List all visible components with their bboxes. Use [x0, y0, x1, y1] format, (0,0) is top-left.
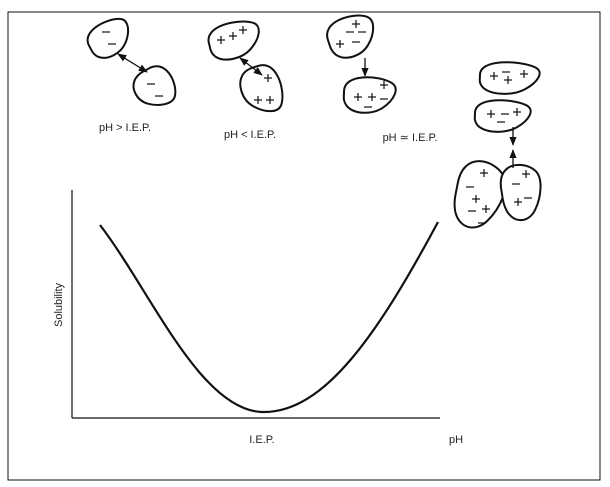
molecule — [453, 160, 507, 229]
molecule — [473, 99, 532, 133]
condition-label: pH ≃ I.E.P. — [383, 132, 438, 144]
molecule — [239, 64, 284, 113]
molecule — [132, 65, 177, 106]
iep-label: I.E.P. — [249, 434, 274, 446]
arrow — [239, 57, 263, 76]
molecule — [86, 17, 130, 59]
molecule — [499, 163, 542, 222]
molecule — [207, 20, 260, 61]
y-axis-label: Solubility — [53, 282, 65, 327]
molecule — [326, 14, 375, 59]
solubility-curve — [99, 221, 439, 414]
condition-label: pH < I.E.P. — [224, 129, 276, 141]
x-axis-label: pH — [449, 434, 463, 446]
arrow — [117, 53, 148, 73]
illustrations — [86, 14, 542, 229]
frame — [7, 11, 601, 481]
molecule — [342, 76, 397, 114]
condition-label: pH > I.E.P. — [99, 122, 151, 134]
molecule — [478, 61, 541, 95]
